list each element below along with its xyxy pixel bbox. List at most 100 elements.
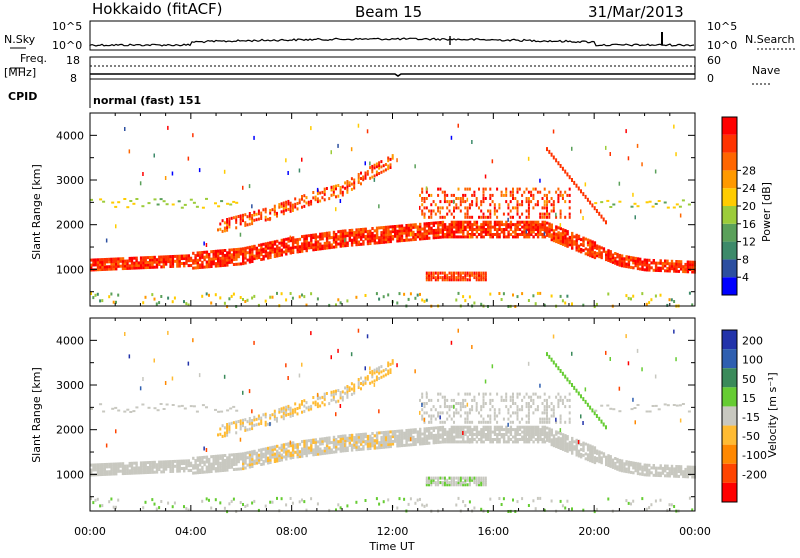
echo-cell xyxy=(650,266,653,270)
echo-cell xyxy=(668,267,671,271)
echo-cell xyxy=(321,234,324,238)
echo-cell xyxy=(541,220,544,224)
echo-cell xyxy=(586,446,590,449)
x-tick-label: 08:00 xyxy=(276,525,308,538)
echo-cell xyxy=(571,441,574,445)
echo-cell xyxy=(471,428,474,432)
echo-cell xyxy=(139,258,143,262)
echo-cell xyxy=(430,414,433,418)
echo-cell xyxy=(521,203,524,207)
echo-cell xyxy=(491,398,494,402)
echo-cell xyxy=(682,472,685,476)
echo-cell xyxy=(414,233,417,236)
echo-cell xyxy=(296,450,299,454)
echo-cell xyxy=(437,276,440,280)
echo-cell xyxy=(325,246,329,250)
echo-cell xyxy=(462,276,465,280)
echo-cell xyxy=(332,395,335,399)
echo-cell xyxy=(432,221,435,225)
echo-cell xyxy=(158,506,161,510)
echo-cell xyxy=(455,408,458,412)
echo-cell xyxy=(103,258,106,261)
echo-cell xyxy=(378,226,381,230)
echo-cell xyxy=(634,469,637,473)
echo-cell xyxy=(559,239,562,243)
echo-cell xyxy=(561,443,565,446)
echo-cell xyxy=(462,226,464,230)
echo-cell xyxy=(455,433,458,436)
echo-cell xyxy=(648,410,652,413)
echo-cell xyxy=(264,457,268,461)
echo-cell xyxy=(244,221,247,225)
echo-cell xyxy=(453,230,456,234)
echo-cell xyxy=(475,278,478,282)
echo-cell xyxy=(133,469,136,473)
echo-cell xyxy=(489,209,492,213)
echo-cell xyxy=(502,497,505,501)
echo-cell xyxy=(679,267,683,271)
echo-cell xyxy=(121,264,125,268)
echo-cell xyxy=(532,187,535,191)
echo-cell xyxy=(446,405,449,409)
echo-cell xyxy=(110,472,113,476)
echo-cell xyxy=(498,438,501,441)
echo-cell xyxy=(459,228,463,231)
echo-cell xyxy=(450,193,453,197)
echo-cell xyxy=(226,510,229,514)
echo-cell xyxy=(620,256,624,260)
echo-cell xyxy=(482,405,485,409)
echo-cell xyxy=(468,500,471,504)
echo-cell xyxy=(251,296,254,300)
echo-cell xyxy=(459,440,463,444)
echo-cell xyxy=(409,223,413,227)
echo-cell xyxy=(557,366,560,371)
echo-cell xyxy=(527,212,530,216)
echo-cell xyxy=(203,265,206,269)
echo-cell xyxy=(443,228,447,231)
echo-cell xyxy=(223,454,227,457)
echo-cell xyxy=(568,238,572,242)
echo-cell xyxy=(582,239,585,243)
echo-cell xyxy=(285,442,288,446)
echo-cell xyxy=(645,471,649,475)
echo-cell xyxy=(246,503,249,507)
echo-cell xyxy=(289,456,292,460)
echo-cell xyxy=(242,421,244,425)
echo-cell xyxy=(661,471,665,475)
echo-cell xyxy=(620,264,624,268)
echo-cell xyxy=(391,156,394,160)
echo-cell xyxy=(457,276,460,280)
echo-cell xyxy=(498,430,501,434)
echo-cell xyxy=(654,404,658,407)
echo-cell xyxy=(398,441,401,445)
echo-cell xyxy=(457,225,460,229)
echo-cell xyxy=(421,392,424,396)
echo-cell xyxy=(355,433,358,437)
echo-cell xyxy=(530,428,533,432)
echo-cell xyxy=(330,450,333,454)
echo-cell xyxy=(332,390,335,394)
echo-cell xyxy=(280,210,283,214)
echo-cell xyxy=(434,278,437,282)
echo-cell xyxy=(366,232,370,236)
echo-cell xyxy=(128,264,131,268)
echo-cell xyxy=(489,230,492,234)
echo-cell xyxy=(586,443,590,447)
echo-cell xyxy=(561,447,565,451)
echo-cell xyxy=(121,469,125,473)
echo-cell xyxy=(428,478,430,482)
echo-cell xyxy=(110,267,113,271)
echo-cell xyxy=(523,223,526,227)
echo-cell xyxy=(316,405,319,409)
echo-cell xyxy=(446,417,449,421)
echo-cell xyxy=(219,461,222,465)
freq-trace xyxy=(90,73,695,77)
echo-cell xyxy=(382,500,385,504)
echo-cell xyxy=(423,417,425,422)
echo-cell xyxy=(396,437,399,441)
echo-cell xyxy=(169,470,172,473)
echo-cell xyxy=(223,431,226,435)
echo-cell xyxy=(205,260,209,264)
echo-cell xyxy=(586,448,590,452)
echo-cell xyxy=(360,433,363,436)
